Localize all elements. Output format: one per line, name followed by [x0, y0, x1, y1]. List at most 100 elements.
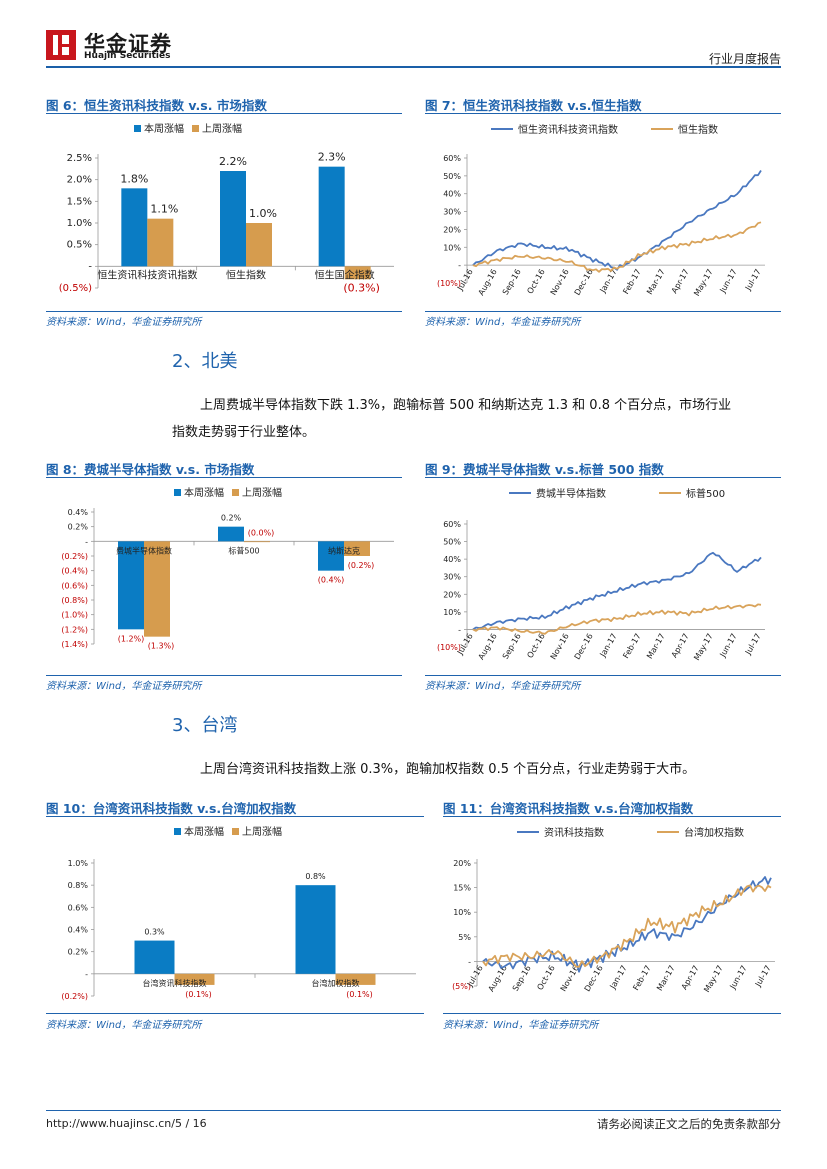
company-name-en: Huajin Securities	[84, 51, 171, 61]
fig9-series-标普500	[472, 603, 762, 635]
fig6-bar-上周涨幅	[344, 266, 371, 280]
fig6-data-label: 1.8%	[120, 172, 148, 185]
fig7-y-tick-label: 20%	[443, 225, 461, 234]
fig9-x-tick-label: Jun-17	[718, 632, 739, 660]
fig10-bar-本周涨幅	[295, 885, 336, 974]
fig7-y-tick-label: (10%)	[437, 279, 461, 288]
fig8-bar-本周涨幅	[218, 526, 244, 542]
fig6-bar-上周涨幅	[147, 218, 174, 267]
fig7-x-tick-label: May-17	[692, 268, 715, 298]
fig11-y-tick-label: -	[468, 957, 471, 966]
fig7-title: 图 7：恒生资讯科技指数 v.s.恒生指数	[425, 98, 642, 113]
header-divider	[46, 66, 781, 68]
fig11-x-tick-label: Jun-17	[728, 964, 749, 992]
fig6-legend-swatch	[134, 125, 141, 132]
footer-url-page[interactable]: http://www.huajinsc.cn/5 / 16	[46, 1117, 207, 1130]
fig10-y-tick-label: 0.6%	[68, 903, 89, 912]
fig11-x-tick-label: Mar-17	[655, 964, 677, 992]
fig6-y-tick-label: 1.5%	[67, 196, 92, 207]
fig8-rule	[46, 477, 402, 478]
fig9-rule	[425, 477, 781, 478]
fig9-y-tick-label: 20%	[443, 590, 461, 599]
fig11-y-tick-label: (5%)	[452, 982, 471, 991]
fig10-y-tick-label: (0.2%)	[61, 992, 88, 1001]
fig8-y-tick-label: (0.8%)	[61, 596, 88, 605]
company-logo	[46, 30, 76, 60]
fig8-bar-上周涨幅	[144, 541, 170, 637]
fig6-category-label: 恒生资讯科技资讯指数	[97, 268, 197, 281]
fig8-data-label: (0.0%)	[248, 528, 275, 537]
fig7-y-tick-label: 30%	[443, 208, 461, 217]
fig9-title: 图 9：费城半导体指数 v.s.标普 500 指数	[425, 462, 664, 477]
fig6-y-tick-label: 0.5%	[67, 240, 92, 251]
fig11-x-tick-label: May-17	[702, 964, 725, 994]
fig6-title: 图 6：恒生资讯科技指数 v.s. 市场指数	[46, 98, 267, 113]
fig7-rule	[425, 113, 781, 114]
fig10-chart: 本周涨幅 上周涨幅 (0.2%) - 0.2% 0.4% 0.6% 0.8% 1.0% 0.3% (…	[61, 825, 416, 1001]
fig7-x-tick-label: Jan-17	[598, 268, 619, 295]
fig9-x-tick-label: Jul-17	[743, 632, 763, 657]
fig6-source-rule	[46, 311, 402, 312]
fig6-category-label: 恒生指数	[226, 268, 266, 281]
section-heading-taiwan: 3、台湾	[172, 715, 238, 736]
fig9-series-费城半导体指数	[472, 551, 762, 631]
fig7-series-恒生资讯科技资讯指数	[472, 170, 762, 271]
fig11-y-tick-label: 15%	[453, 884, 471, 893]
fig10-category-label: 台湾资讯科技指数	[143, 978, 207, 988]
fig11-x-tick-label: Feb-17	[631, 964, 652, 992]
fig6-data-label: 2.2%	[219, 155, 247, 168]
fig11-x-tick-label: Dec-16	[583, 964, 605, 993]
fig9-y-tick-label: 50%	[443, 538, 461, 547]
fig10-y-tick-label: -	[85, 970, 88, 979]
fig7-x-tick-label: Apr-17	[670, 268, 691, 295]
fig8-data-label: (0.4%)	[318, 576, 345, 585]
fig8-source: 资料来源：Wind，华金证券研究所	[46, 681, 202, 692]
fig6-y-tick-label: 1.0%	[67, 218, 92, 229]
fig8-data-label: (1.2%)	[118, 634, 145, 643]
fig8-legend-swatch	[232, 489, 239, 496]
fig11-legend-label: 台湾加权指数	[684, 826, 744, 839]
fig10-data-label: 0.8%	[305, 872, 326, 881]
fig11-x-tick-label: Jul-16	[465, 964, 485, 989]
fig8-y-tick-label: (1.4%)	[61, 640, 88, 649]
fig7-series-恒生指数	[472, 221, 762, 273]
footer-divider	[46, 1110, 781, 1111]
fig6-source: 资料来源：Wind，华金证券研究所	[46, 317, 202, 328]
logo-mark	[46, 30, 76, 60]
fig8-source-rule	[46, 675, 402, 676]
fig6-legend-label: 上周涨幅	[202, 122, 242, 135]
fig8-category-label: 纳斯达克	[328, 545, 360, 555]
fig11-y-tick-label: 20%	[453, 859, 471, 868]
fig9-source: 资料来源：Wind，华金证券研究所	[425, 681, 581, 692]
fig9-source-rule	[425, 675, 781, 676]
fig10-bar-本周涨幅	[134, 940, 175, 974]
fig9-x-tick-label: Sep-16	[501, 632, 523, 661]
fig6-data-label: (0.3%)	[343, 281, 380, 294]
fig11-x-tick-label: Jul-17	[753, 964, 773, 989]
taiwan-paragraph: 上周台湾资讯科技指数上涨 0.3%，跑输加权指数 0.5 个百分点，行业走势弱于…	[200, 762, 696, 777]
fig7-y-tick-label: 40%	[443, 190, 461, 199]
fig7-chart: 恒生资讯科技资讯指数 恒生指数 (10%) - 10% 20% 30% 40% 50% 60% Ju…	[437, 123, 765, 298]
fig6-category-label: 恒生国企指数	[315, 268, 375, 281]
fig9-legend-label: 标普500	[686, 487, 725, 500]
fig8-title: 图 8：费城半导体指数 v.s. 市场指数	[46, 462, 255, 477]
fig10-y-tick-label: 0.4%	[68, 926, 89, 935]
fig6-y-tick-label: 2.0%	[67, 175, 92, 186]
fig9-chart: 费城半导体指数 标普500 (10%) - 10% 20% 30% 40% 50% 60% Jul-…	[437, 487, 765, 662]
fig8-y-tick-label: -	[85, 537, 88, 546]
fig7-y-tick-label: 60%	[443, 154, 461, 163]
fig11-series-台湾加权指数	[482, 884, 772, 968]
fig10-rule	[46, 816, 424, 817]
fig10-legend-swatch	[232, 828, 239, 835]
fig8-category-label: 费城半导体指数	[116, 545, 172, 555]
fig6-bar-本周涨幅	[121, 188, 148, 267]
fig6-legend-swatch	[192, 125, 199, 132]
fig6-data-label: 1.1%	[150, 203, 178, 216]
fig10-bar-上周涨幅	[174, 973, 215, 985]
fig10-title: 图 10：台湾资讯科技指数 v.s.台湾加权指数	[46, 801, 297, 816]
fig11-x-tick-label: Aug-16	[487, 964, 509, 993]
fig11-x-tick-label: Jan-17	[608, 964, 629, 991]
fig6-legend-label: 本周涨幅	[144, 122, 184, 135]
fig7-source: 资料来源：Wind，华金证券研究所	[425, 317, 581, 328]
fig7-y-tick-label: -	[458, 261, 461, 270]
